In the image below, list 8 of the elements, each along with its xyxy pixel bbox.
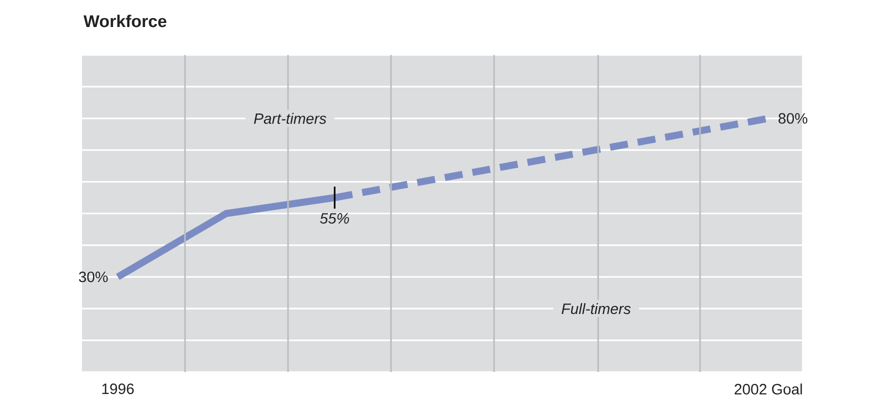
annotation: Full-timers <box>562 303 631 314</box>
annotation: Part-timers <box>254 112 326 124</box>
data-label: 30% <box>78 272 108 282</box>
x-tick-label: 1996 <box>102 384 134 394</box>
chart-title: Workforce <box>84 14 166 28</box>
data-label: 55% <box>320 213 349 224</box>
data-label: 80% <box>778 113 808 124</box>
x-tick-label: 2002 Goal <box>734 384 802 394</box>
